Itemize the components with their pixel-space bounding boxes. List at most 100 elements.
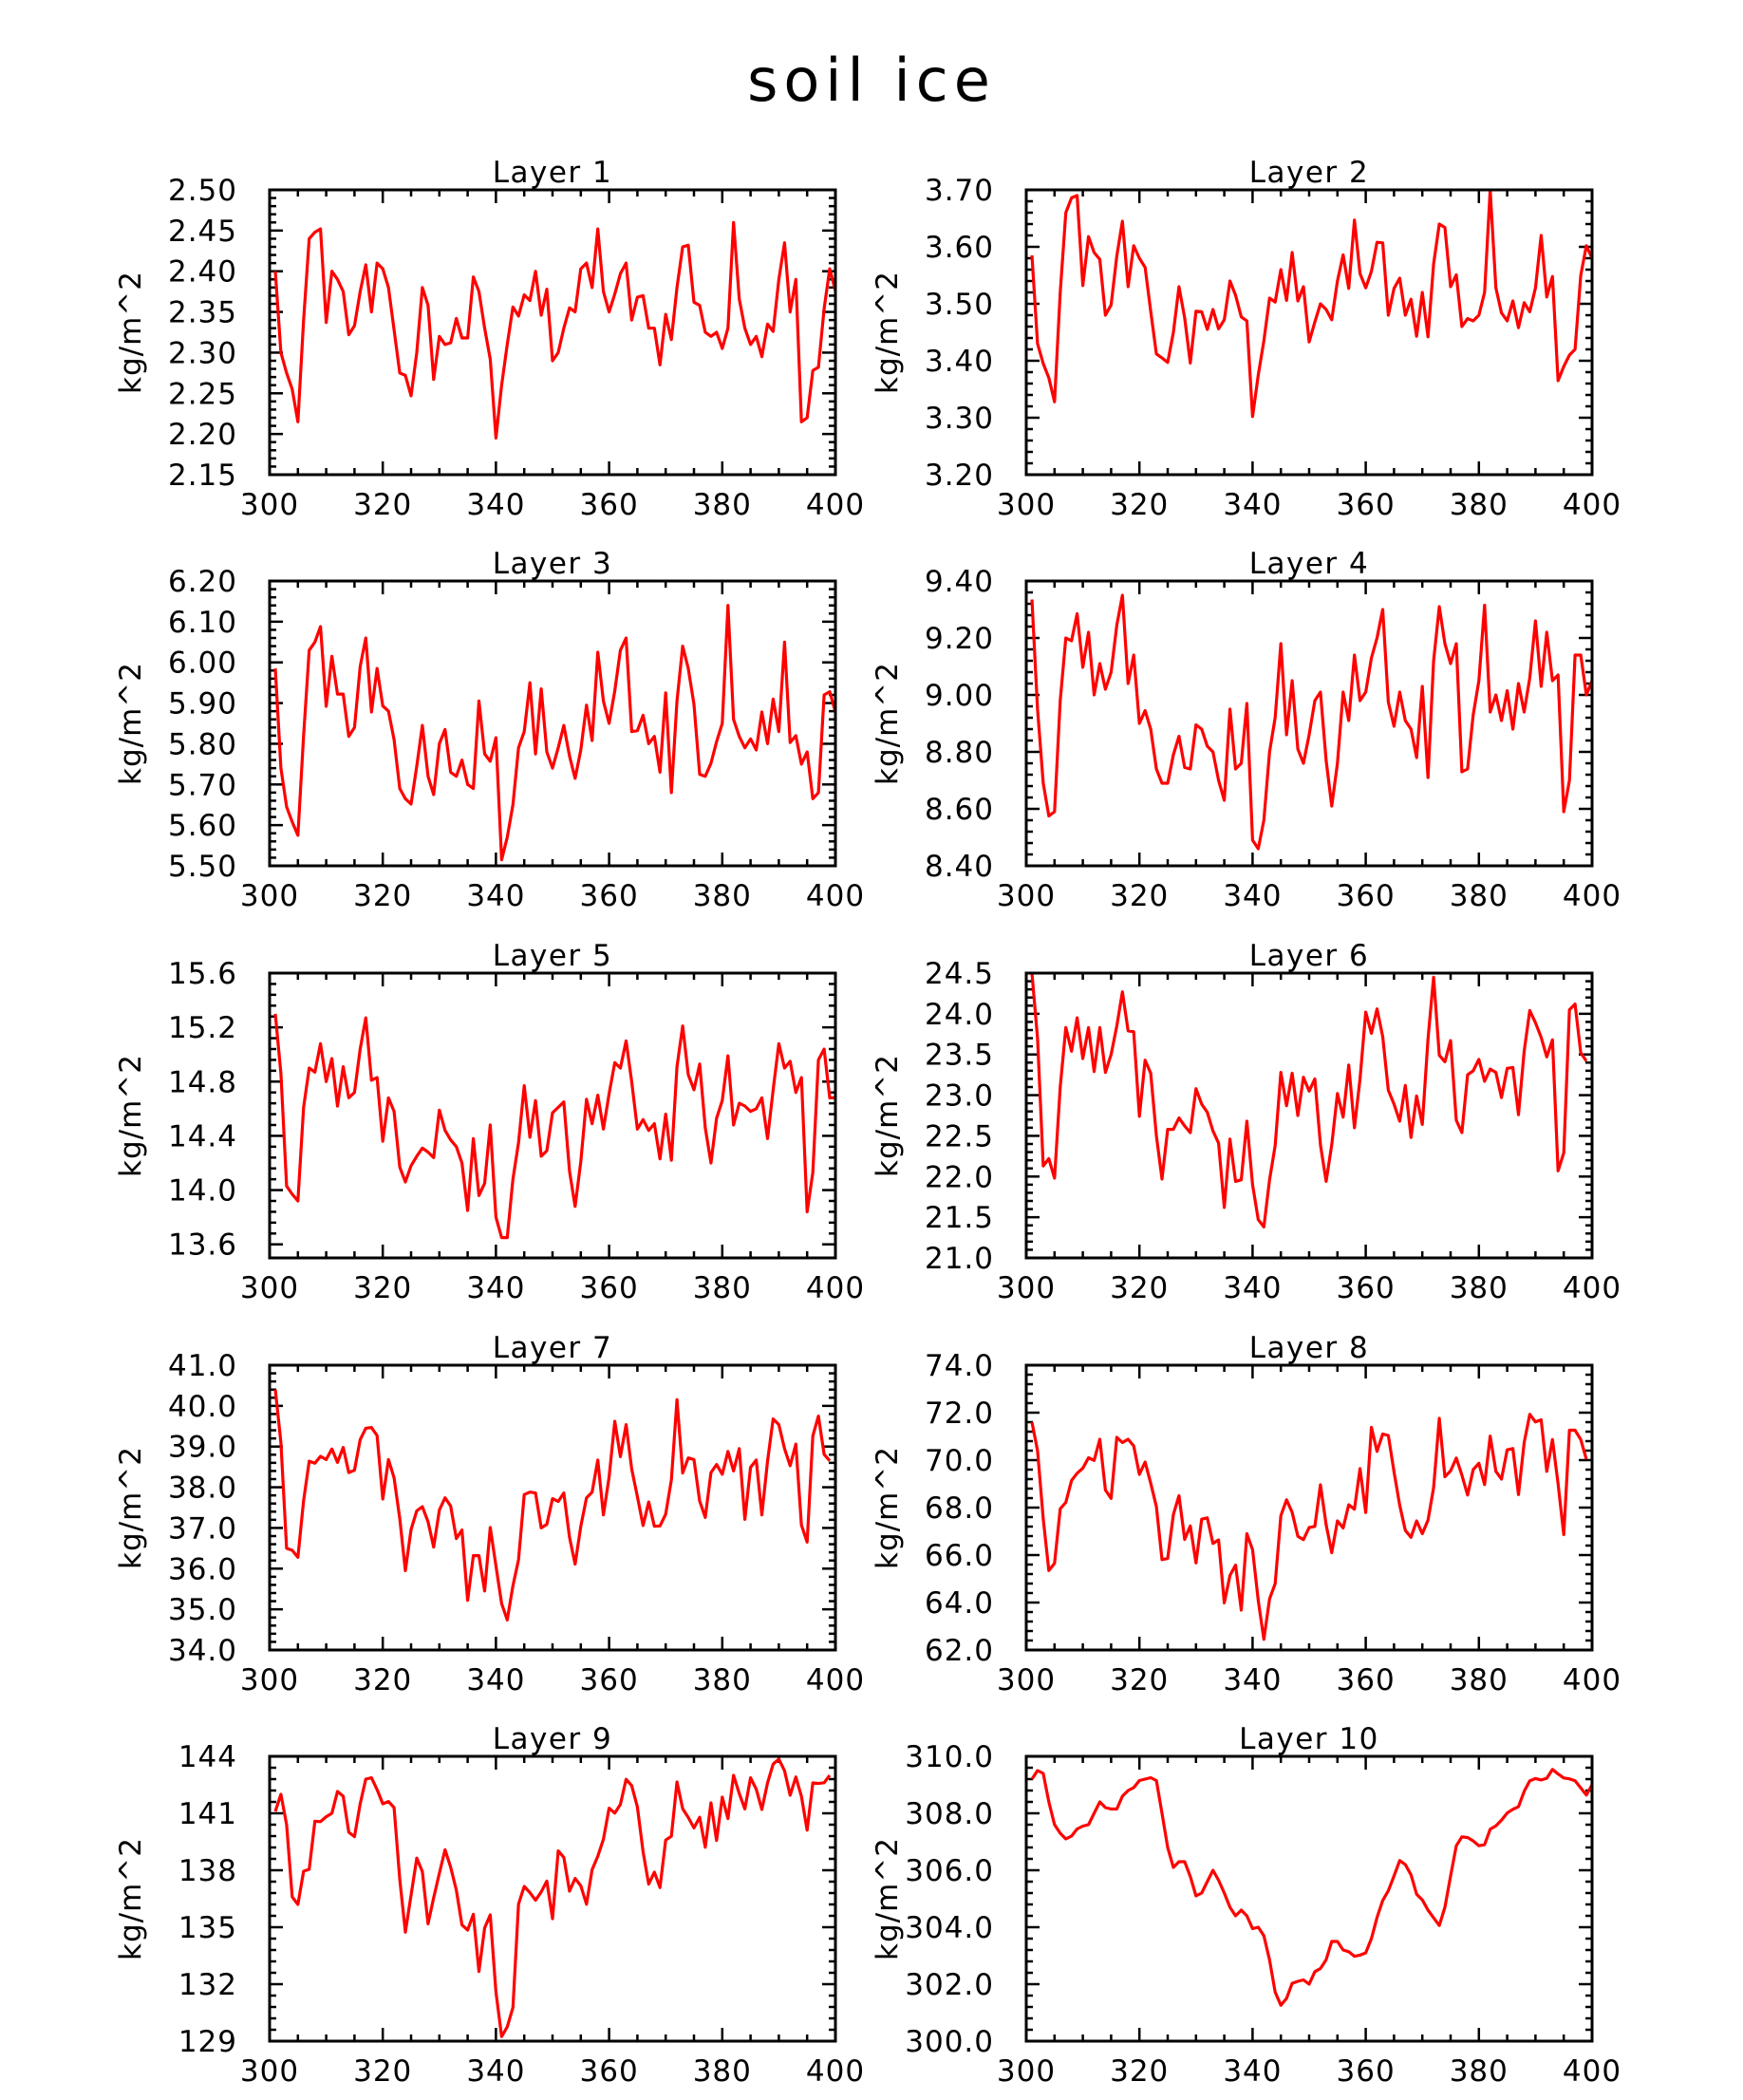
x-tick-label: 360 bbox=[580, 1271, 639, 1305]
panel-title: Layer 3 bbox=[493, 547, 613, 581]
y-tick-label: 21.0 bbox=[925, 1242, 994, 1276]
y-tick-label: 2.40 bbox=[168, 255, 237, 290]
series-line bbox=[273, 1757, 832, 2038]
y-tick-label: 14.8 bbox=[168, 1065, 237, 1099]
y-tick-label: 22.0 bbox=[925, 1160, 994, 1194]
x-tick-label: 300 bbox=[240, 488, 299, 522]
y-tick-label: 62.0 bbox=[925, 1634, 994, 1668]
y-axis-label: kg/m^2 bbox=[871, 271, 905, 394]
y-tick-label: 5.70 bbox=[168, 768, 237, 802]
x-tick-label: 340 bbox=[1223, 2054, 1282, 2089]
y-tick-label: 5.90 bbox=[168, 687, 237, 722]
y-tick-label: 144 bbox=[178, 1740, 237, 1774]
x-tick-label: 320 bbox=[1110, 2054, 1169, 2089]
y-tick-label: 68.0 bbox=[925, 1491, 994, 1526]
panel-layer-8: Layer 8 kg/m^2 300 320 340 360 380 400 62.0 64.0 6… bbox=[871, 1331, 1621, 1697]
panel-layer-7: Layer 7 kg/m^2 300 320 340 360 380 400 34.0 35.0 3… bbox=[114, 1331, 864, 1697]
y-axis-label: kg/m^2 bbox=[871, 1837, 905, 1960]
panel-layer-3: Layer 3 kg/m^2 300 320 340 360 380 400 5.50 5.60 5… bbox=[114, 547, 864, 913]
series-line bbox=[273, 604, 835, 862]
y-tick-label: 2.50 bbox=[168, 174, 237, 208]
y-tick-label: 141 bbox=[178, 1797, 237, 1831]
y-tick-label: 3.30 bbox=[925, 402, 994, 436]
panel-layer-4: Layer 4 kg/m^2 300 320 340 360 380 400 8.40 8.60 8… bbox=[871, 547, 1621, 913]
y-tick-label: 72.0 bbox=[925, 1397, 994, 1431]
x-tick-label: 380 bbox=[1450, 1663, 1509, 1697]
y-tick-label: 15.2 bbox=[168, 1011, 237, 1045]
panel-layer-5: Layer 5 kg/m^2 300 320 340 360 380 400 13.6 14.0 1… bbox=[114, 939, 865, 1305]
x-tick-label: 380 bbox=[1450, 1271, 1509, 1305]
panel-title: Layer 7 bbox=[493, 1331, 613, 1365]
y-axis-label: kg/m^2 bbox=[114, 271, 148, 394]
x-tick-label: 340 bbox=[1223, 1271, 1282, 1305]
y-axis-label: kg/m^2 bbox=[871, 1446, 905, 1569]
y-tick-label: 41.0 bbox=[168, 1349, 237, 1383]
panel-layer-9: Layer 9 kg/m^2 300 320 340 360 380 400 129 132 135… bbox=[114, 1722, 865, 2089]
y-axis-label: kg/m^2 bbox=[114, 1837, 148, 1960]
y-tick-label: 306.0 bbox=[905, 1854, 994, 1888]
plot-frame bbox=[268, 188, 837, 477]
plot-frame bbox=[1024, 579, 1594, 868]
x-tick-label: 360 bbox=[1337, 1271, 1396, 1305]
y-tick-label: 2.25 bbox=[168, 377, 237, 411]
x-tick-label: 380 bbox=[1450, 488, 1509, 522]
x-tick-label: 380 bbox=[693, 1271, 752, 1305]
chart-title: soil ice bbox=[747, 46, 996, 115]
y-tick-label: 24.0 bbox=[925, 998, 994, 1032]
x-tick-label: 400 bbox=[806, 1271, 865, 1305]
series-line bbox=[1030, 1768, 1592, 2007]
y-tick-label: 3.20 bbox=[925, 459, 994, 493]
y-tick-label: 14.4 bbox=[168, 1119, 237, 1153]
series-line bbox=[273, 1389, 832, 1622]
x-tick-label: 380 bbox=[693, 879, 752, 913]
series-line bbox=[273, 220, 835, 440]
panel-title: Layer 8 bbox=[1249, 1331, 1370, 1365]
x-tick-label: 320 bbox=[1110, 1271, 1169, 1305]
y-tick-label: 2.20 bbox=[168, 418, 237, 452]
plot-frame bbox=[268, 579, 837, 868]
panel-title: Layer 4 bbox=[1249, 547, 1370, 581]
y-tick-label: 64.0 bbox=[925, 1586, 994, 1621]
y-tick-label: 2.15 bbox=[168, 459, 237, 493]
y-tick-label: 138 bbox=[178, 1854, 237, 1888]
y-tick-label: 23.0 bbox=[925, 1079, 994, 1114]
y-tick-label: 38.0 bbox=[168, 1472, 237, 1506]
y-tick-label: 8.40 bbox=[925, 850, 994, 884]
x-tick-label: 300 bbox=[997, 879, 1056, 913]
x-tick-label: 340 bbox=[466, 879, 525, 913]
x-tick-label: 320 bbox=[353, 1271, 412, 1305]
x-tick-label: 400 bbox=[1563, 1663, 1621, 1697]
x-tick-label: 400 bbox=[1563, 879, 1621, 913]
y-axis-label: kg/m^2 bbox=[114, 1446, 148, 1569]
y-tick-label: 9.00 bbox=[925, 679, 994, 713]
series-line bbox=[1030, 593, 1592, 851]
x-tick-label: 300 bbox=[997, 1663, 1056, 1697]
x-tick-label: 400 bbox=[1563, 2054, 1621, 2089]
series-line bbox=[1030, 1413, 1588, 1641]
y-tick-label: 6.20 bbox=[168, 565, 237, 599]
y-tick-label: 2.35 bbox=[168, 296, 237, 330]
x-tick-label: 340 bbox=[1223, 1663, 1282, 1697]
x-tick-label: 320 bbox=[1110, 879, 1169, 913]
series-line bbox=[273, 1013, 835, 1240]
x-tick-label: 320 bbox=[1110, 488, 1169, 522]
x-tick-label: 300 bbox=[997, 1271, 1056, 1305]
x-tick-label: 300 bbox=[240, 2054, 299, 2089]
y-tick-label: 8.80 bbox=[925, 736, 994, 770]
y-tick-label: 15.6 bbox=[168, 957, 237, 991]
x-tick-label: 340 bbox=[466, 1271, 525, 1305]
x-tick-label: 320 bbox=[353, 1663, 412, 1697]
plot-frame bbox=[1024, 1754, 1594, 2043]
x-tick-label: 300 bbox=[240, 879, 299, 913]
x-tick-label: 340 bbox=[466, 1663, 525, 1697]
panel-title: Layer 10 bbox=[1239, 1722, 1379, 1756]
x-tick-label: 400 bbox=[806, 2054, 865, 2089]
plot-frame bbox=[1024, 1363, 1594, 1652]
x-tick-label: 360 bbox=[580, 488, 639, 522]
x-tick-label: 380 bbox=[693, 2054, 752, 2089]
panels: Layer 1 kg/m^2 300 320 340 360 380 400 2.15 2.20 2… bbox=[114, 156, 1621, 2089]
y-tick-label: 129 bbox=[178, 2025, 237, 2059]
x-tick-label: 360 bbox=[580, 879, 639, 913]
y-tick-label: 22.5 bbox=[925, 1119, 994, 1153]
x-tick-label: 300 bbox=[997, 2054, 1056, 2089]
